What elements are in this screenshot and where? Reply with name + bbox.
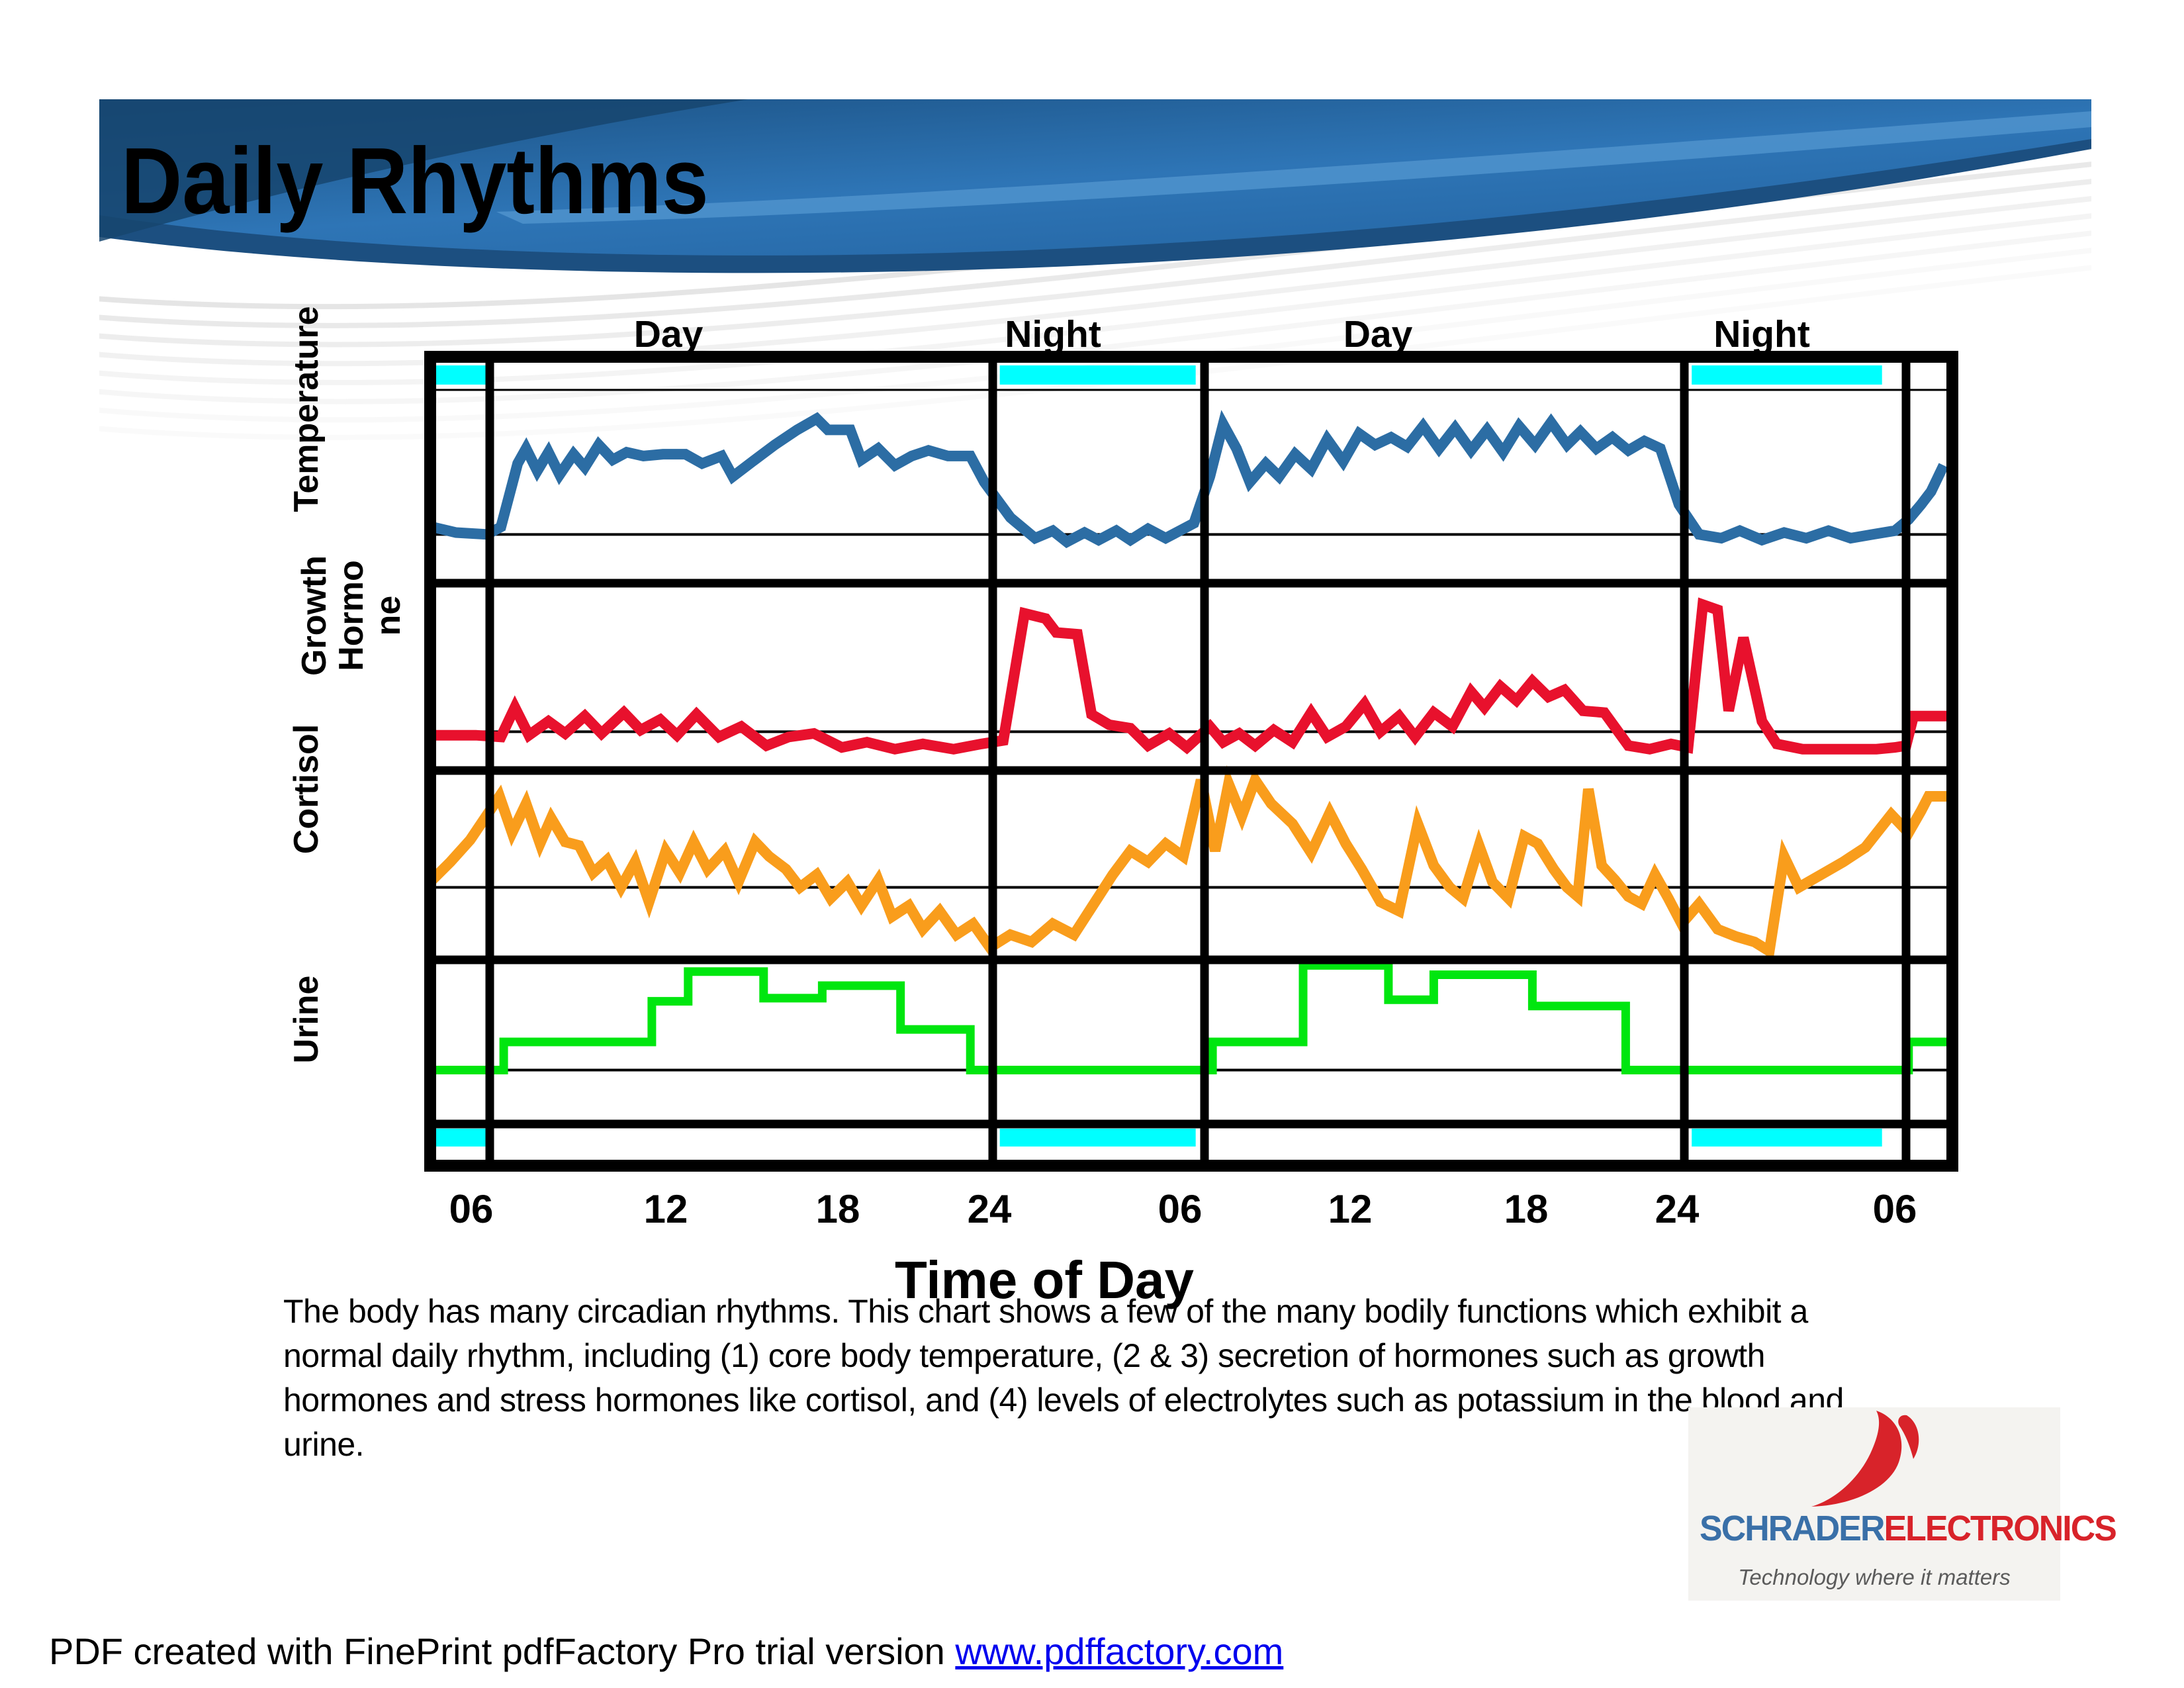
caption-line: The body has many circadian rhythms. Thi… [283, 1293, 1808, 1330]
banner-topleft-wedge [99, 99, 748, 242]
banner-swoosh-graphic [99, 99, 2091, 440]
logo-tagline: Technology where it matters [1738, 1565, 2011, 1589]
x-tick-label: 12 [643, 1187, 688, 1231]
banner-ripples [99, 144, 2091, 440]
caption: The body has many circadian rhythms. Thi… [283, 1289, 1844, 1467]
axis-label-urine: Urine [287, 975, 326, 1064]
x-tick-label: 24 [967, 1187, 1012, 1231]
axis-label-line: Hormo [332, 560, 371, 671]
x-tick-label: 18 [1504, 1187, 1549, 1231]
axis-label-line: Urine [287, 975, 326, 1064]
flame-icon [1811, 1411, 1919, 1507]
section-label-night: Night [1005, 313, 1101, 355]
night-indicator-bar [999, 1129, 1196, 1147]
night-indicator-bar [432, 1129, 488, 1147]
night-indicator-bar [1692, 1129, 1882, 1147]
caption-line: urine. [283, 1426, 365, 1463]
section-label-day: Day [1343, 313, 1413, 355]
footer-link[interactable]: www.pdffactory.com [955, 1630, 1284, 1672]
x-tick-label: 12 [1328, 1187, 1373, 1231]
schrader-logo: SCHRADERELECTRONICS Technology where it … [1688, 1407, 2117, 1601]
caption-line: hormones and stress hormones like cortis… [283, 1382, 1844, 1419]
x-tick-label: 06 [1872, 1187, 1917, 1231]
chart-border [424, 351, 1958, 1172]
banner-highlight-streak [496, 111, 2091, 224]
axis-label-line: Growth [295, 555, 334, 676]
footer: PDF created with FinePrint pdfFactory Pr… [49, 1630, 1283, 1673]
x-tick-label: 06 [449, 1187, 494, 1231]
footer-text: PDF created with FinePrint pdfFactory Pr… [49, 1630, 956, 1672]
section-label-day: Day [633, 313, 704, 355]
daily-rhythms-chart [424, 351, 1958, 1172]
x-tick-label: 24 [1655, 1187, 1700, 1231]
axis-label-cortisol: Cortisol [287, 724, 326, 855]
night-indicator-bar [999, 365, 1196, 385]
logo-wordmark: SCHRADERELECTRONICS [1700, 1508, 2117, 1549]
temperature-line [431, 410, 1949, 549]
night-indicator-bar [1692, 365, 1882, 385]
axis-label-line: Cortisol [287, 724, 326, 855]
axis-label-temperature: Temperature [287, 306, 326, 512]
section-label-night: Night [1713, 313, 1810, 355]
growth-hormone-line [432, 597, 1949, 755]
axis-label-line: Temperature [287, 306, 326, 512]
axis-label-line: ne [369, 595, 408, 636]
urine-line [432, 961, 1952, 1074]
caption-line: normal daily rhythm, including (1) core … [283, 1337, 1765, 1374]
axis-label-growth-hormone: Growth Hormo ne [295, 555, 408, 676]
x-tick-label: 06 [1158, 1187, 1203, 1231]
night-indicator-bar [432, 365, 488, 385]
cortisol-line [428, 765, 1952, 960]
page-title: Daily Rhythms [121, 128, 709, 234]
logo-brand-red: ELECTRONICS [1884, 1509, 2116, 1548]
x-tick-label: 18 [815, 1187, 860, 1231]
x-axis-title: Time of Day [895, 1250, 1194, 1309]
logo-brand-blue: SCHRADER [1700, 1509, 1885, 1548]
